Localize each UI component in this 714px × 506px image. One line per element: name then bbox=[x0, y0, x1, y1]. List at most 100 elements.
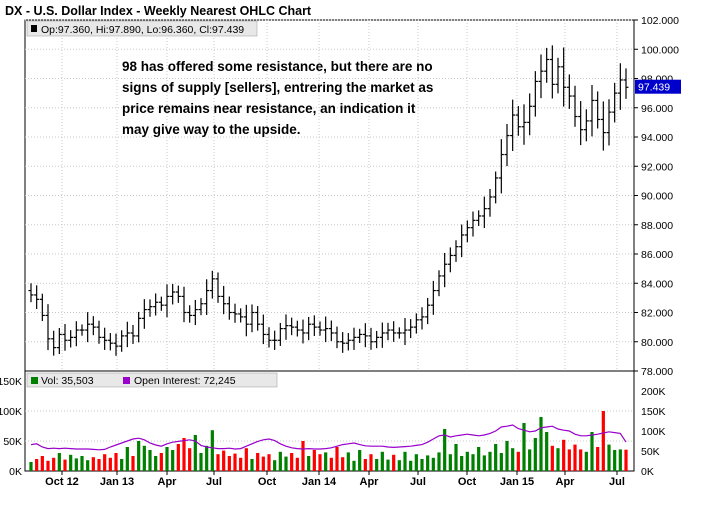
volume-bar bbox=[596, 447, 600, 471]
ohlc-bar bbox=[124, 321, 130, 348]
ohlc-bar bbox=[119, 330, 125, 352]
ohlc-bar bbox=[561, 47, 567, 107]
volume-bar bbox=[63, 459, 67, 471]
volume-bar bbox=[335, 447, 339, 471]
volume-bar bbox=[590, 432, 594, 471]
ohlc-bar bbox=[595, 91, 601, 129]
volume-bar bbox=[52, 457, 56, 471]
volume-bar bbox=[108, 457, 112, 471]
volume-bar bbox=[91, 457, 95, 471]
volume-bar bbox=[324, 452, 328, 471]
ohlc-bar bbox=[28, 283, 34, 303]
volume-bar bbox=[369, 454, 373, 471]
ohlc-bar bbox=[566, 74, 572, 109]
volume-bar bbox=[29, 462, 33, 471]
ohlc-bar bbox=[102, 327, 108, 350]
ohlc-bar bbox=[85, 312, 91, 343]
volume-bar bbox=[74, 458, 78, 471]
ohlc-bar bbox=[45, 304, 51, 351]
volume-bar bbox=[171, 450, 175, 471]
ohlc-bar bbox=[277, 322, 283, 346]
volume-bar bbox=[295, 457, 299, 471]
ohlc-bar bbox=[221, 285, 227, 315]
volume-bar bbox=[273, 460, 277, 471]
oi-legend: Open Interest: 72,245 bbox=[134, 375, 236, 387]
ohlc-bar bbox=[612, 82, 618, 123]
volume-bar bbox=[312, 450, 316, 471]
volume-bar bbox=[46, 460, 50, 471]
chart-title: DX - U.S. Dollar Index - Weekly Nearest … bbox=[5, 4, 312, 18]
oi-legend-swatch bbox=[123, 377, 130, 384]
y-tick-label: 88.000 bbox=[641, 220, 673, 232]
volume-bar bbox=[448, 454, 452, 471]
ohlc-bar bbox=[181, 286, 187, 323]
volume-bar bbox=[329, 457, 333, 471]
volume-bar bbox=[494, 444, 498, 471]
y-tick-label: 94.000 bbox=[641, 132, 673, 144]
volume-bar bbox=[244, 448, 248, 471]
ohlc-bar bbox=[527, 93, 533, 136]
ohlc-bar bbox=[79, 324, 85, 336]
ohlc-bar bbox=[249, 304, 255, 333]
volume-bar bbox=[567, 449, 571, 471]
volume-bar bbox=[120, 459, 124, 471]
ohlc-bar bbox=[255, 306, 261, 331]
volume-bar bbox=[148, 450, 152, 471]
ohlc-bar bbox=[334, 326, 340, 349]
ohlc-bar bbox=[385, 322, 391, 341]
ohlc-bar bbox=[487, 188, 493, 217]
x-tick-label: Apr bbox=[556, 476, 576, 488]
ohlc-bar bbox=[232, 303, 238, 323]
y-tick-label: 92.000 bbox=[641, 161, 673, 173]
ohlc-bar bbox=[130, 324, 136, 344]
ohlc-bar bbox=[192, 299, 198, 326]
ohlc-bar bbox=[39, 293, 45, 322]
volume-bar bbox=[131, 456, 135, 471]
volume-bar bbox=[460, 456, 464, 471]
volume-bar bbox=[358, 450, 362, 471]
ohlc-bar bbox=[90, 316, 96, 336]
ohlc-bar bbox=[243, 304, 249, 337]
volume-bar bbox=[539, 417, 543, 471]
ohlc-bar bbox=[544, 47, 550, 83]
ohlc-bar bbox=[153, 293, 159, 316]
volume-bar bbox=[573, 444, 577, 471]
volume-bar bbox=[176, 444, 180, 471]
volume-bar bbox=[318, 454, 322, 471]
volume-bar bbox=[125, 447, 129, 471]
oi-y-tick-right: 100K bbox=[641, 426, 666, 438]
ohlc-bar bbox=[96, 320, 102, 344]
ohlc-bar bbox=[68, 330, 74, 348]
volume-bar bbox=[624, 449, 628, 471]
volume-bar bbox=[443, 429, 447, 471]
vol-y-tick-left: 50K bbox=[3, 436, 22, 448]
volume-bar bbox=[97, 459, 101, 471]
ohlc-bar bbox=[294, 320, 300, 337]
volume-bar bbox=[409, 460, 413, 471]
ohlc-bar bbox=[623, 68, 629, 99]
volume-bar bbox=[482, 455, 486, 471]
vol-y-tick-left: 0K bbox=[9, 466, 22, 478]
ohlc-bar bbox=[374, 330, 380, 349]
volume-bar bbox=[165, 447, 169, 471]
volume-bar bbox=[511, 448, 515, 471]
volume-bar bbox=[528, 449, 532, 471]
ohlc-bar bbox=[402, 317, 408, 346]
x-tick-label: Oct bbox=[258, 476, 277, 488]
ohlc-bar bbox=[379, 322, 385, 348]
volume-bar bbox=[380, 451, 384, 471]
ohlc-bar bbox=[396, 327, 402, 339]
volume-bar bbox=[256, 453, 260, 471]
y-tick-label: 96.000 bbox=[641, 103, 673, 115]
volume-legend: Vol: 35,503 bbox=[41, 375, 94, 387]
x-tick-label: Jan 13 bbox=[100, 476, 134, 488]
volume-bar bbox=[137, 441, 141, 471]
oi-y-tick-right: 0K bbox=[641, 466, 654, 478]
x-tick-label: Jul bbox=[206, 476, 222, 488]
volume-bar bbox=[420, 459, 424, 471]
volume-bar bbox=[142, 445, 146, 471]
volume-bar bbox=[261, 456, 265, 471]
volume-bar bbox=[522, 423, 526, 471]
y-tick-label: 80.000 bbox=[641, 337, 673, 349]
